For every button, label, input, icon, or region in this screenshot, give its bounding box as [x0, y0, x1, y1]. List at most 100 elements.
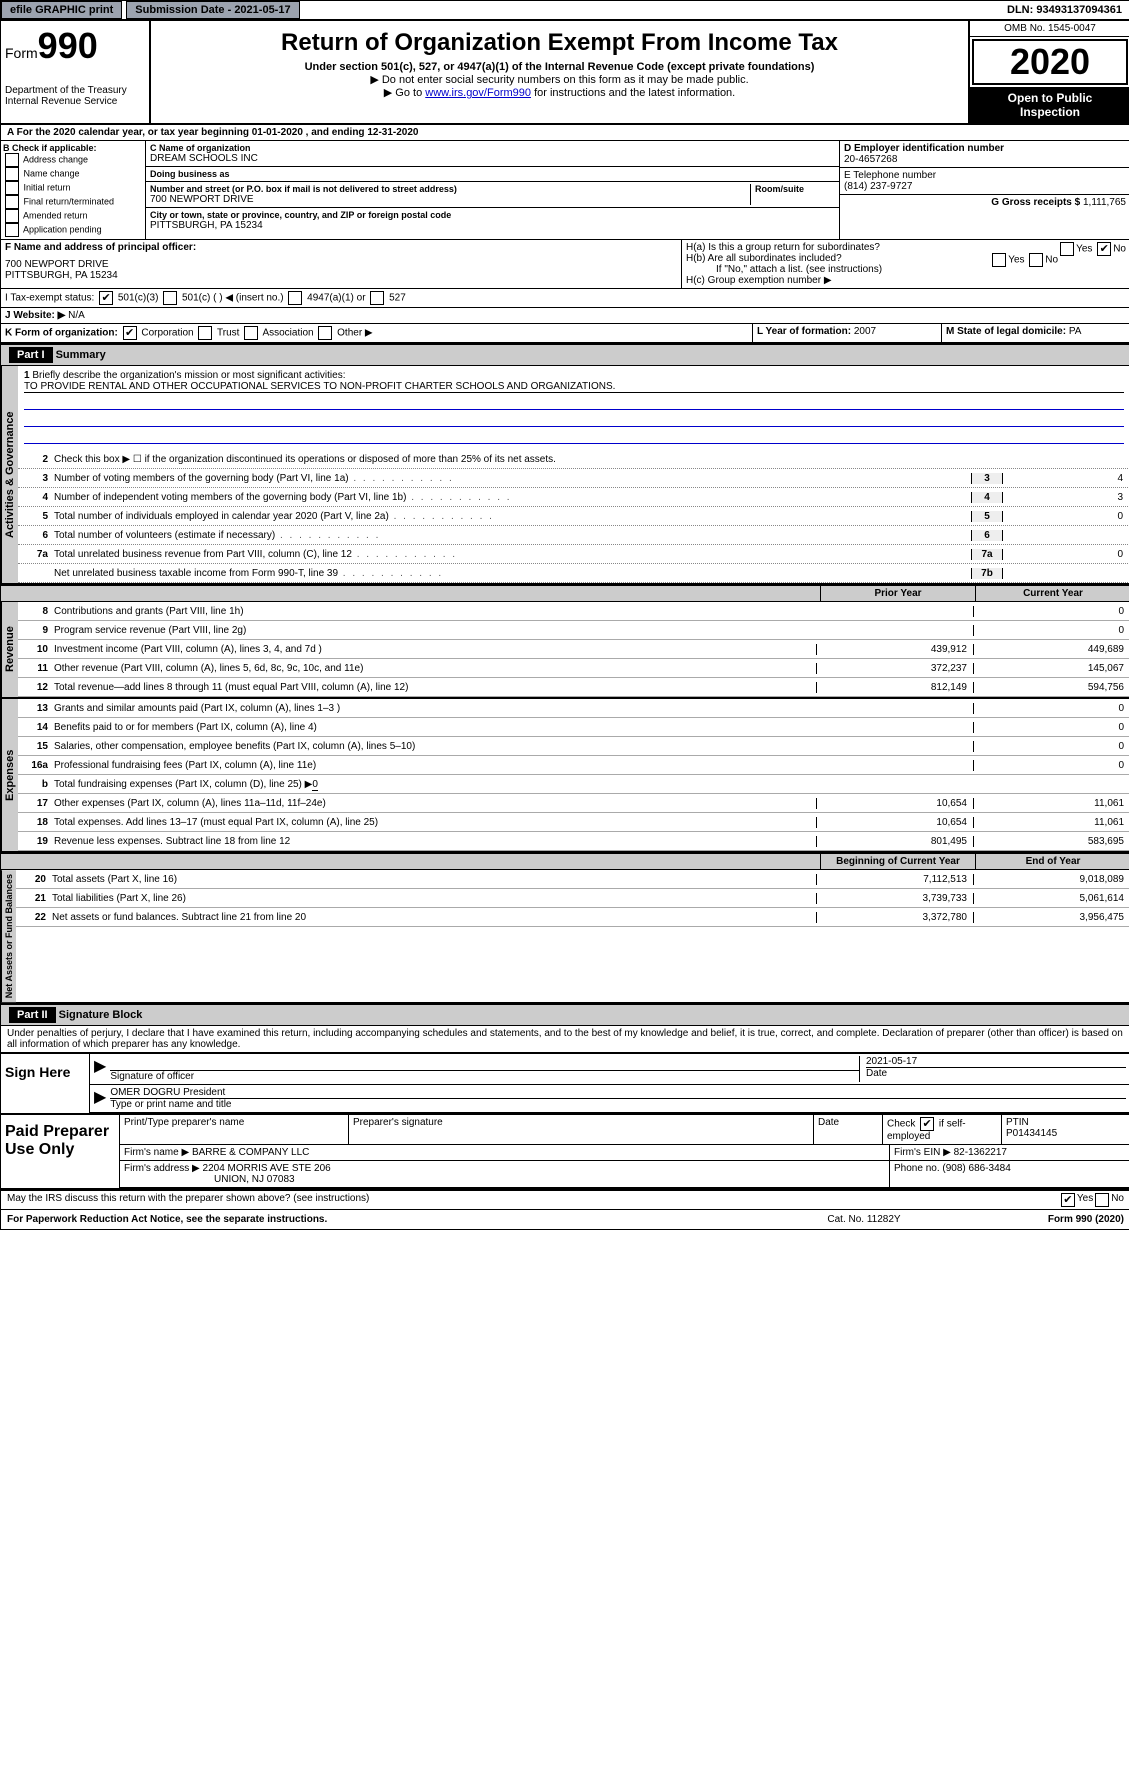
- sig-date-label: Date: [866, 1068, 1126, 1079]
- l10c: 449,689: [973, 644, 1129, 655]
- l19p: 801,495: [816, 836, 973, 847]
- gross-value: 1,111,765: [1083, 197, 1126, 208]
- part2-header: Part II Signature Block: [1, 1004, 1129, 1026]
- chk-hb-yes[interactable]: [992, 253, 1006, 267]
- chk-trust[interactable]: [198, 326, 212, 340]
- l3-label: Number of voting members of the governin…: [54, 471, 971, 486]
- l14c: 0: [973, 722, 1129, 733]
- firm-phone: (908) 686-3484: [942, 1163, 1010, 1174]
- chk-501c3[interactable]: [99, 291, 113, 305]
- l16ac: 0: [973, 760, 1129, 771]
- chk-527[interactable]: [370, 291, 384, 305]
- chk-other[interactable]: [318, 326, 332, 340]
- footer: For Paperwork Reduction Act Notice, see …: [1, 1209, 1129, 1229]
- l12p: 812,149: [816, 682, 973, 693]
- ha-no: No: [1113, 244, 1126, 255]
- section-governance: Activities & Governance 1 Briefly descri…: [1, 366, 1129, 585]
- chk-app-pending[interactable]: [5, 223, 19, 237]
- status-label: I Tax-exempt status:: [5, 293, 94, 304]
- chk-address-change[interactable]: [5, 153, 19, 167]
- l20-label: Total assets (Part X, line 16): [52, 872, 816, 887]
- opt-4947: 4947(a)(1) or: [307, 293, 365, 304]
- firm-label: Firm's name ▶: [124, 1147, 189, 1158]
- part2-title: Signature Block: [59, 1009, 143, 1021]
- box-d: D Employer identification number 20-4657…: [839, 141, 1129, 239]
- tel-value: (814) 237-9727: [844, 181, 1126, 192]
- dln-label: DLN: 93493137094361: [999, 2, 1129, 18]
- l6-label: Total number of volunteers (estimate if …: [54, 528, 971, 543]
- ein-label: D Employer identification number: [844, 143, 1126, 154]
- open-public: Open to Public Inspection: [970, 87, 1129, 123]
- l7a-label: Total unrelated business revenue from Pa…: [54, 547, 971, 562]
- hb-yes: Yes: [1008, 255, 1024, 266]
- dept-label: Department of the Treasury: [5, 85, 145, 96]
- box-b: B Check if applicable: Address change Na…: [1, 141, 146, 239]
- chk-discuss-yes[interactable]: [1061, 1193, 1075, 1207]
- l4-label: Number of independent voting members of …: [54, 490, 971, 505]
- mission-line: [24, 429, 1124, 444]
- tab-governance: Activities & Governance: [1, 366, 18, 583]
- chk-initial-return[interactable]: [5, 181, 19, 195]
- l18p: 10,654: [816, 817, 973, 828]
- part1-badge: Part I: [9, 347, 53, 363]
- l10p: 439,912: [816, 644, 973, 655]
- hb-note: If "No," attach a list. (see instruction…: [686, 264, 1126, 275]
- website-label: J Website: ▶: [5, 310, 65, 321]
- form-number: 990: [38, 25, 98, 66]
- officer-name-label: Type or print name and title: [110, 1099, 1126, 1110]
- l4-val: 3: [1003, 492, 1129, 503]
- chk-final-return[interactable]: [5, 195, 19, 209]
- l20b: 7,112,513: [816, 874, 973, 885]
- l12-label: Total revenue—add lines 8 through 11 (mu…: [54, 680, 816, 695]
- chk-amended[interactable]: [5, 209, 19, 223]
- l15-label: Salaries, other compensation, employee b…: [54, 739, 816, 754]
- website-value: N/A: [68, 310, 85, 321]
- l11c: 145,067: [973, 663, 1129, 674]
- tab-expenses: Expenses: [1, 699, 18, 851]
- arrow-icon: ▶: [94, 1087, 106, 1110]
- form-990-page: efile GRAPHIC print Submission Date - 20…: [0, 0, 1129, 1230]
- chk-self-employed[interactable]: [920, 1117, 934, 1131]
- l16a-label: Professional fundraising fees (Part IX, …: [54, 758, 816, 773]
- officer-signature[interactable]: [110, 1056, 859, 1071]
- chk-4947[interactable]: [288, 291, 302, 305]
- opt-final: Final return/terminated: [24, 196, 115, 206]
- chk-501c[interactable]: [163, 291, 177, 305]
- tax-year: 2020: [972, 39, 1128, 85]
- inspect-1: Open to Public: [1008, 91, 1093, 105]
- efile-button[interactable]: efile GRAPHIC print: [1, 1, 122, 19]
- box-b-title: B Check if applicable:: [3, 143, 143, 153]
- l1-label: Briefly describe the organization's miss…: [32, 370, 345, 381]
- part1-header: Part I Summary: [1, 344, 1129, 366]
- l12c: 594,756: [973, 682, 1129, 693]
- l21e: 5,061,614: [973, 893, 1129, 904]
- prep-h2: Preparer's signature: [349, 1115, 814, 1144]
- tab-revenue: Revenue: [1, 602, 18, 697]
- opt-trust: Trust: [217, 328, 239, 339]
- l22b: 3,372,780: [816, 912, 973, 923]
- col-end: End of Year: [975, 854, 1129, 869]
- l19-label: Revenue less expenses. Subtract line 18 …: [54, 834, 816, 849]
- row-status: I Tax-exempt status: 501(c)(3) 501(c) ( …: [1, 289, 1129, 308]
- chk-corp[interactable]: [123, 326, 137, 340]
- chk-assoc[interactable]: [244, 326, 258, 340]
- firm-addr2: UNION, NJ 07083: [124, 1174, 295, 1185]
- opt-name-change: Name change: [24, 168, 80, 178]
- firm-addr-label: Firm's address ▶: [124, 1163, 200, 1174]
- chk-ha-no[interactable]: [1097, 242, 1111, 256]
- row-a-tax-year: A For the 2020 calendar year, or tax yea…: [1, 125, 1129, 141]
- org-name-label: C Name of organization: [150, 143, 835, 153]
- chk-hb-no[interactable]: [1029, 253, 1043, 267]
- chk-discuss-no[interactable]: [1095, 1193, 1109, 1207]
- l7a-val: 0: [1003, 549, 1129, 560]
- l19c: 583,695: [973, 836, 1129, 847]
- preparer-label: Paid Preparer Use Only: [1, 1115, 120, 1188]
- opt-501c: 501(c) ( ) ◀ (insert no.): [182, 293, 284, 304]
- form990-link[interactable]: www.irs.gov/Form990: [425, 87, 531, 99]
- l8c: 0: [973, 606, 1129, 617]
- l9-label: Program service revenue (Part VIII, line…: [54, 623, 816, 638]
- chk-name-change[interactable]: [5, 167, 19, 181]
- l22e: 3,956,475: [973, 912, 1129, 923]
- l17-label: Other expenses (Part IX, column (A), lin…: [54, 796, 816, 811]
- chk-ha-yes[interactable]: [1060, 242, 1074, 256]
